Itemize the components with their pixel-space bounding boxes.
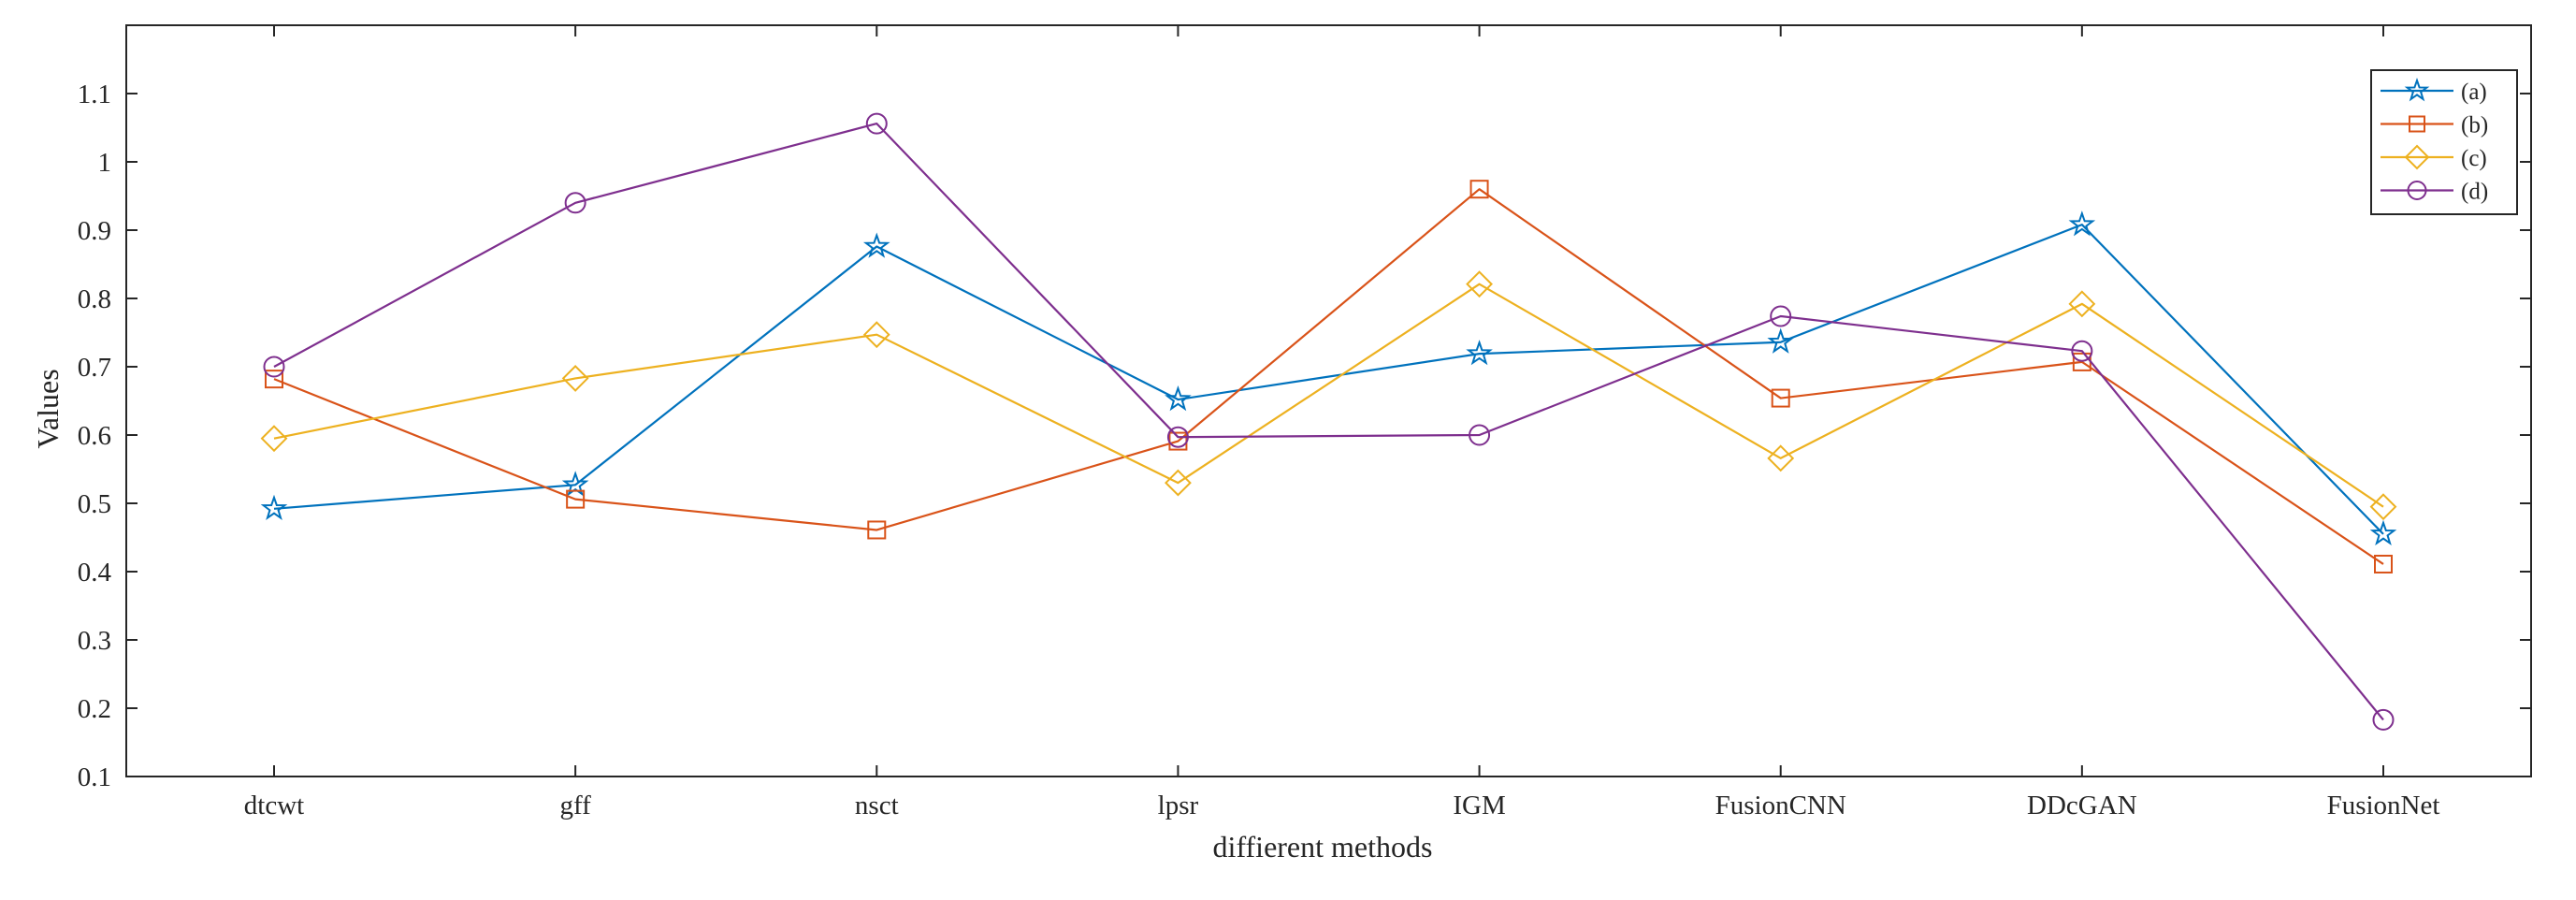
y-axis-label: Values bbox=[31, 369, 65, 448]
data-point-b bbox=[2374, 554, 2393, 573]
x-tick-label: FusionCNN bbox=[1715, 791, 1846, 820]
data-point-a bbox=[1466, 340, 1493, 366]
data-point-a bbox=[561, 471, 589, 497]
legend-label-b: (b) bbox=[2461, 113, 2488, 138]
data-point-b bbox=[1469, 180, 1489, 199]
y-tick-label: 1.1 bbox=[78, 80, 111, 109]
data-point-c bbox=[1466, 270, 1493, 298]
data-point-b bbox=[867, 520, 887, 540]
data-point-d bbox=[1770, 305, 1792, 327]
legend-marker-d bbox=[2407, 181, 2427, 200]
data-point-d bbox=[1166, 426, 1189, 448]
x-tick-label: dtcwt bbox=[244, 791, 304, 820]
y-tick-label: 1 bbox=[98, 148, 112, 178]
legend-label-d: (d) bbox=[2461, 180, 2488, 205]
y-tick-label: 0.7 bbox=[78, 353, 111, 383]
y-tick-label: 0.2 bbox=[78, 694, 111, 724]
data-point-d bbox=[564, 192, 586, 214]
plot-frame bbox=[125, 24, 2532, 777]
x-axis-label: diffierent methods bbox=[1213, 830, 1433, 864]
data-point-a bbox=[2369, 519, 2397, 546]
data-point-d bbox=[2372, 708, 2395, 731]
y-tick-label: 0.6 bbox=[78, 421, 111, 451]
series-d bbox=[263, 112, 2395, 731]
data-point-a bbox=[862, 232, 890, 258]
data-point-d bbox=[2071, 340, 2093, 362]
series-line-d bbox=[273, 123, 2384, 721]
series-line-c bbox=[273, 283, 2384, 508]
y-tick-label: 0.1 bbox=[78, 762, 111, 792]
legend: (a) (b) (c) (d) bbox=[2370, 69, 2518, 215]
series-line-a bbox=[273, 224, 2384, 535]
data-point-b bbox=[265, 370, 283, 389]
x-tick-label: FusionNet bbox=[2327, 791, 2440, 820]
data-point-c bbox=[561, 364, 589, 392]
data-point-a bbox=[1767, 327, 1795, 354]
data-point-d bbox=[1469, 424, 1491, 446]
y-tick-label: 0.8 bbox=[78, 284, 111, 314]
data-point-b bbox=[1771, 388, 1790, 408]
y-tick-label: 0.9 bbox=[78, 216, 111, 246]
series-a bbox=[260, 210, 2397, 546]
x-tick-label: DDcGAN bbox=[2027, 791, 2137, 820]
y-tick-label: 0.5 bbox=[78, 489, 111, 519]
x-tick-label: lpsr bbox=[1158, 791, 1199, 820]
data-point-a bbox=[2068, 210, 2096, 237]
data-point-c bbox=[862, 321, 890, 349]
plot-area bbox=[125, 24, 2532, 777]
y-tick-label: 0.3 bbox=[78, 626, 111, 656]
legend-marker-c bbox=[2404, 144, 2430, 170]
x-tick-label: IGM bbox=[1453, 791, 1505, 820]
data-point-c bbox=[2068, 290, 2096, 318]
series-layer bbox=[260, 112, 2397, 731]
data-point-c bbox=[2369, 493, 2397, 521]
x-tick-label: gff bbox=[559, 791, 591, 820]
legend-label-c: (c) bbox=[2461, 146, 2487, 171]
series-c bbox=[260, 270, 2397, 521]
x-tick-label: nsct bbox=[855, 791, 899, 820]
series-line-b bbox=[273, 188, 2384, 565]
data-point-d bbox=[263, 356, 285, 378]
legend-marker-b bbox=[2409, 115, 2425, 133]
data-point-b bbox=[566, 489, 586, 509]
data-point-c bbox=[1165, 469, 1192, 497]
data-point-a bbox=[260, 494, 288, 521]
data-point-d bbox=[865, 112, 888, 135]
x-axis-ticks: dtcwt gff nsct lpsr IGM FusionCNN DDcGAN Fusion… bbox=[244, 25, 2440, 820]
legend-label-a: (a) bbox=[2461, 80, 2487, 105]
data-point-c bbox=[1767, 444, 1795, 472]
data-point-a bbox=[1165, 385, 1192, 412]
legend-marker-a bbox=[2404, 77, 2430, 102]
y-axis-ticks: 0.1 0.2 0.3 0.4 0.5 0.6 0.7 0.8 0.9 1 1.1 bbox=[78, 80, 2531, 792]
data-point-c bbox=[260, 425, 288, 453]
y-tick-label: 0.4 bbox=[78, 558, 112, 588]
